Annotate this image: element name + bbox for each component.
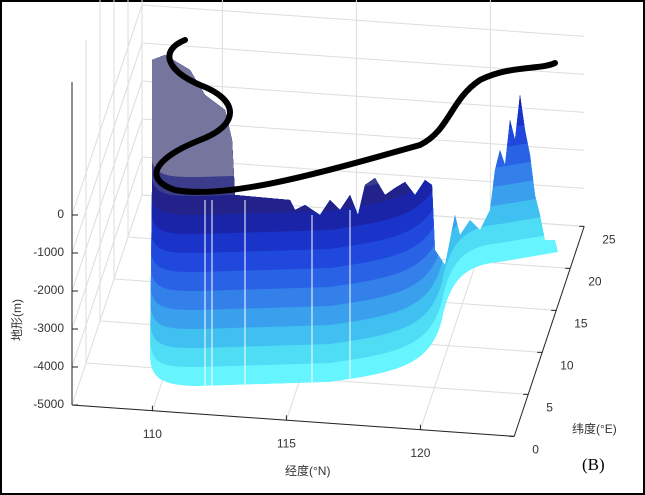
- grid-line: [141, 80, 585, 113]
- z-tick-label: -5000: [33, 397, 64, 411]
- x-tick-label: 115: [277, 436, 296, 450]
- y-tick-label: 20: [588, 275, 602, 289]
- grid-line: [71, 80, 143, 292]
- coastline: [153, 37, 558, 195]
- grid-line: [71, 4, 143, 216]
- y-tick-label: 25: [602, 233, 616, 247]
- y-tick-label: 5: [546, 401, 553, 415]
- z-tick-label: -2000: [33, 283, 64, 297]
- panel-label: (B): [582, 455, 605, 474]
- grid-line: [71, 118, 143, 330]
- y-tick-label: 0: [532, 443, 539, 457]
- z-tick-label: -1000: [33, 245, 64, 259]
- z-tick-label: -3000: [33, 321, 64, 335]
- y-axis-label: 纬度(°E): [572, 421, 617, 436]
- axis-line: [513, 226, 585, 437]
- x-tick-label: 120: [410, 446, 430, 460]
- grid-line: [71, 42, 143, 254]
- axis-line: [71, 404, 515, 437]
- grid-line: [71, 156, 143, 368]
- x-tick-label: 110: [143, 427, 162, 441]
- labels: 0 -1000 -2000 -3000 -4000 -5000 110 115 120 0 5 10 1…: [33, 207, 616, 460]
- grid-line: [71, 194, 143, 406]
- gaps: [204, 200, 351, 386]
- y-tick-label: 10: [560, 359, 574, 373]
- y-tick-label: 15: [574, 317, 588, 331]
- z-tick-label: -4000: [33, 359, 64, 373]
- z-axis-label: 地形(m): [10, 299, 24, 341]
- x-axis-label: 经度(°N): [285, 463, 330, 478]
- grid-line: [141, 4, 585, 37]
- z-tick-label: 0: [57, 207, 64, 221]
